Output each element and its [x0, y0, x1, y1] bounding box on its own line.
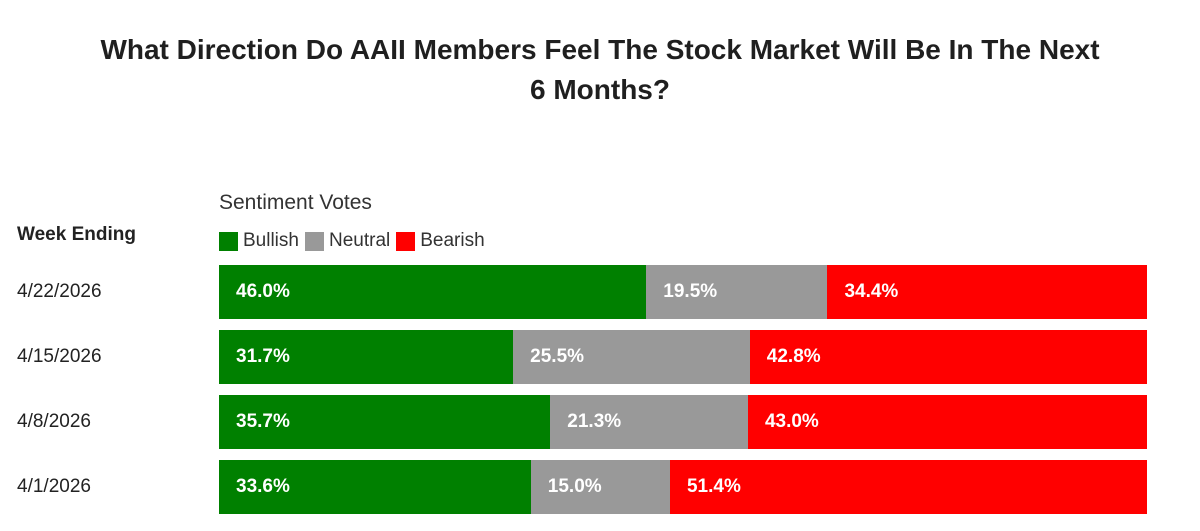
stacked-bar: 31.7% 25.5% 42.8%	[219, 330, 1147, 384]
data-label: 43.0%	[764, 411, 819, 432]
data-label: 34.4%	[844, 281, 899, 302]
legend-item-neutral: Neutral	[304, 230, 391, 252]
legend-swatch-bearish	[396, 231, 416, 251]
stacked-bar: 33.6% 15.0% 51.4%	[219, 460, 1147, 514]
stacked-bar: 35.7% 21.3% 43.0%	[219, 395, 1147, 449]
category-label: 4/1/2026	[17, 476, 91, 497]
chart-title-line-2: 6 Months?	[530, 74, 670, 105]
category-label: 4/8/2026	[17, 411, 91, 432]
stacked-bar: 46.0% 19.5% 34.4%	[219, 265, 1147, 319]
bar-segment-neutral: 15.0%	[530, 460, 670, 514]
data-label: 46.0%	[236, 281, 290, 302]
bar-segment-bearish: 34.4%	[827, 265, 1147, 319]
chart-title-line-1: What Direction Do AAII Members Feel The …	[100, 34, 1100, 65]
data-label: 35.7%	[236, 411, 290, 432]
chart-title: What Direction Do AAII Members Feel The …	[0, 30, 1200, 110]
bar-segment-bearish: 42.8%	[749, 330, 1147, 384]
bar-segment-neutral: 21.3%	[550, 395, 748, 449]
bar-segment-bearish: 51.4%	[669, 460, 1147, 514]
data-label: 21.3%	[567, 411, 622, 432]
legend-label-neutral: Neutral	[328, 230, 391, 251]
data-label: 51.4%	[686, 476, 741, 497]
category-label: 4/15/2026	[17, 346, 102, 367]
data-label: 15.0%	[547, 476, 602, 497]
data-label: 42.8%	[766, 346, 821, 367]
legend-swatch-neutral	[304, 231, 324, 251]
bar-segment-bullish: 35.7%	[219, 395, 551, 449]
legend-label-bearish: Bearish	[420, 230, 485, 251]
category-label: 4/22/2026	[17, 281, 102, 302]
data-label: 25.5%	[530, 346, 585, 367]
legend-title: Sentiment Votes	[219, 191, 372, 214]
data-label: 33.6%	[236, 476, 290, 497]
bar-segment-neutral: 19.5%	[646, 265, 828, 319]
bar-segment-bullish: 31.7%	[219, 330, 514, 384]
legend-swatch-bullish	[219, 231, 238, 251]
legend-item-bearish: Bearish	[396, 230, 485, 252]
legend-label-bullish: Bullish	[243, 230, 299, 251]
bar-segment-bullish: 33.6%	[219, 460, 531, 514]
bar-segment-bullish: 46.0%	[219, 265, 647, 319]
bar-segment-neutral: 25.5%	[513, 330, 750, 384]
legend: Bullish Neutral Bearish	[219, 230, 491, 252]
category-header: Week Ending	[17, 224, 136, 245]
legend-item-bullish: Bullish	[219, 230, 299, 252]
data-label: 31.7%	[236, 346, 290, 367]
data-label: 19.5%	[663, 281, 718, 302]
bar-segment-bearish: 43.0%	[747, 395, 1147, 449]
